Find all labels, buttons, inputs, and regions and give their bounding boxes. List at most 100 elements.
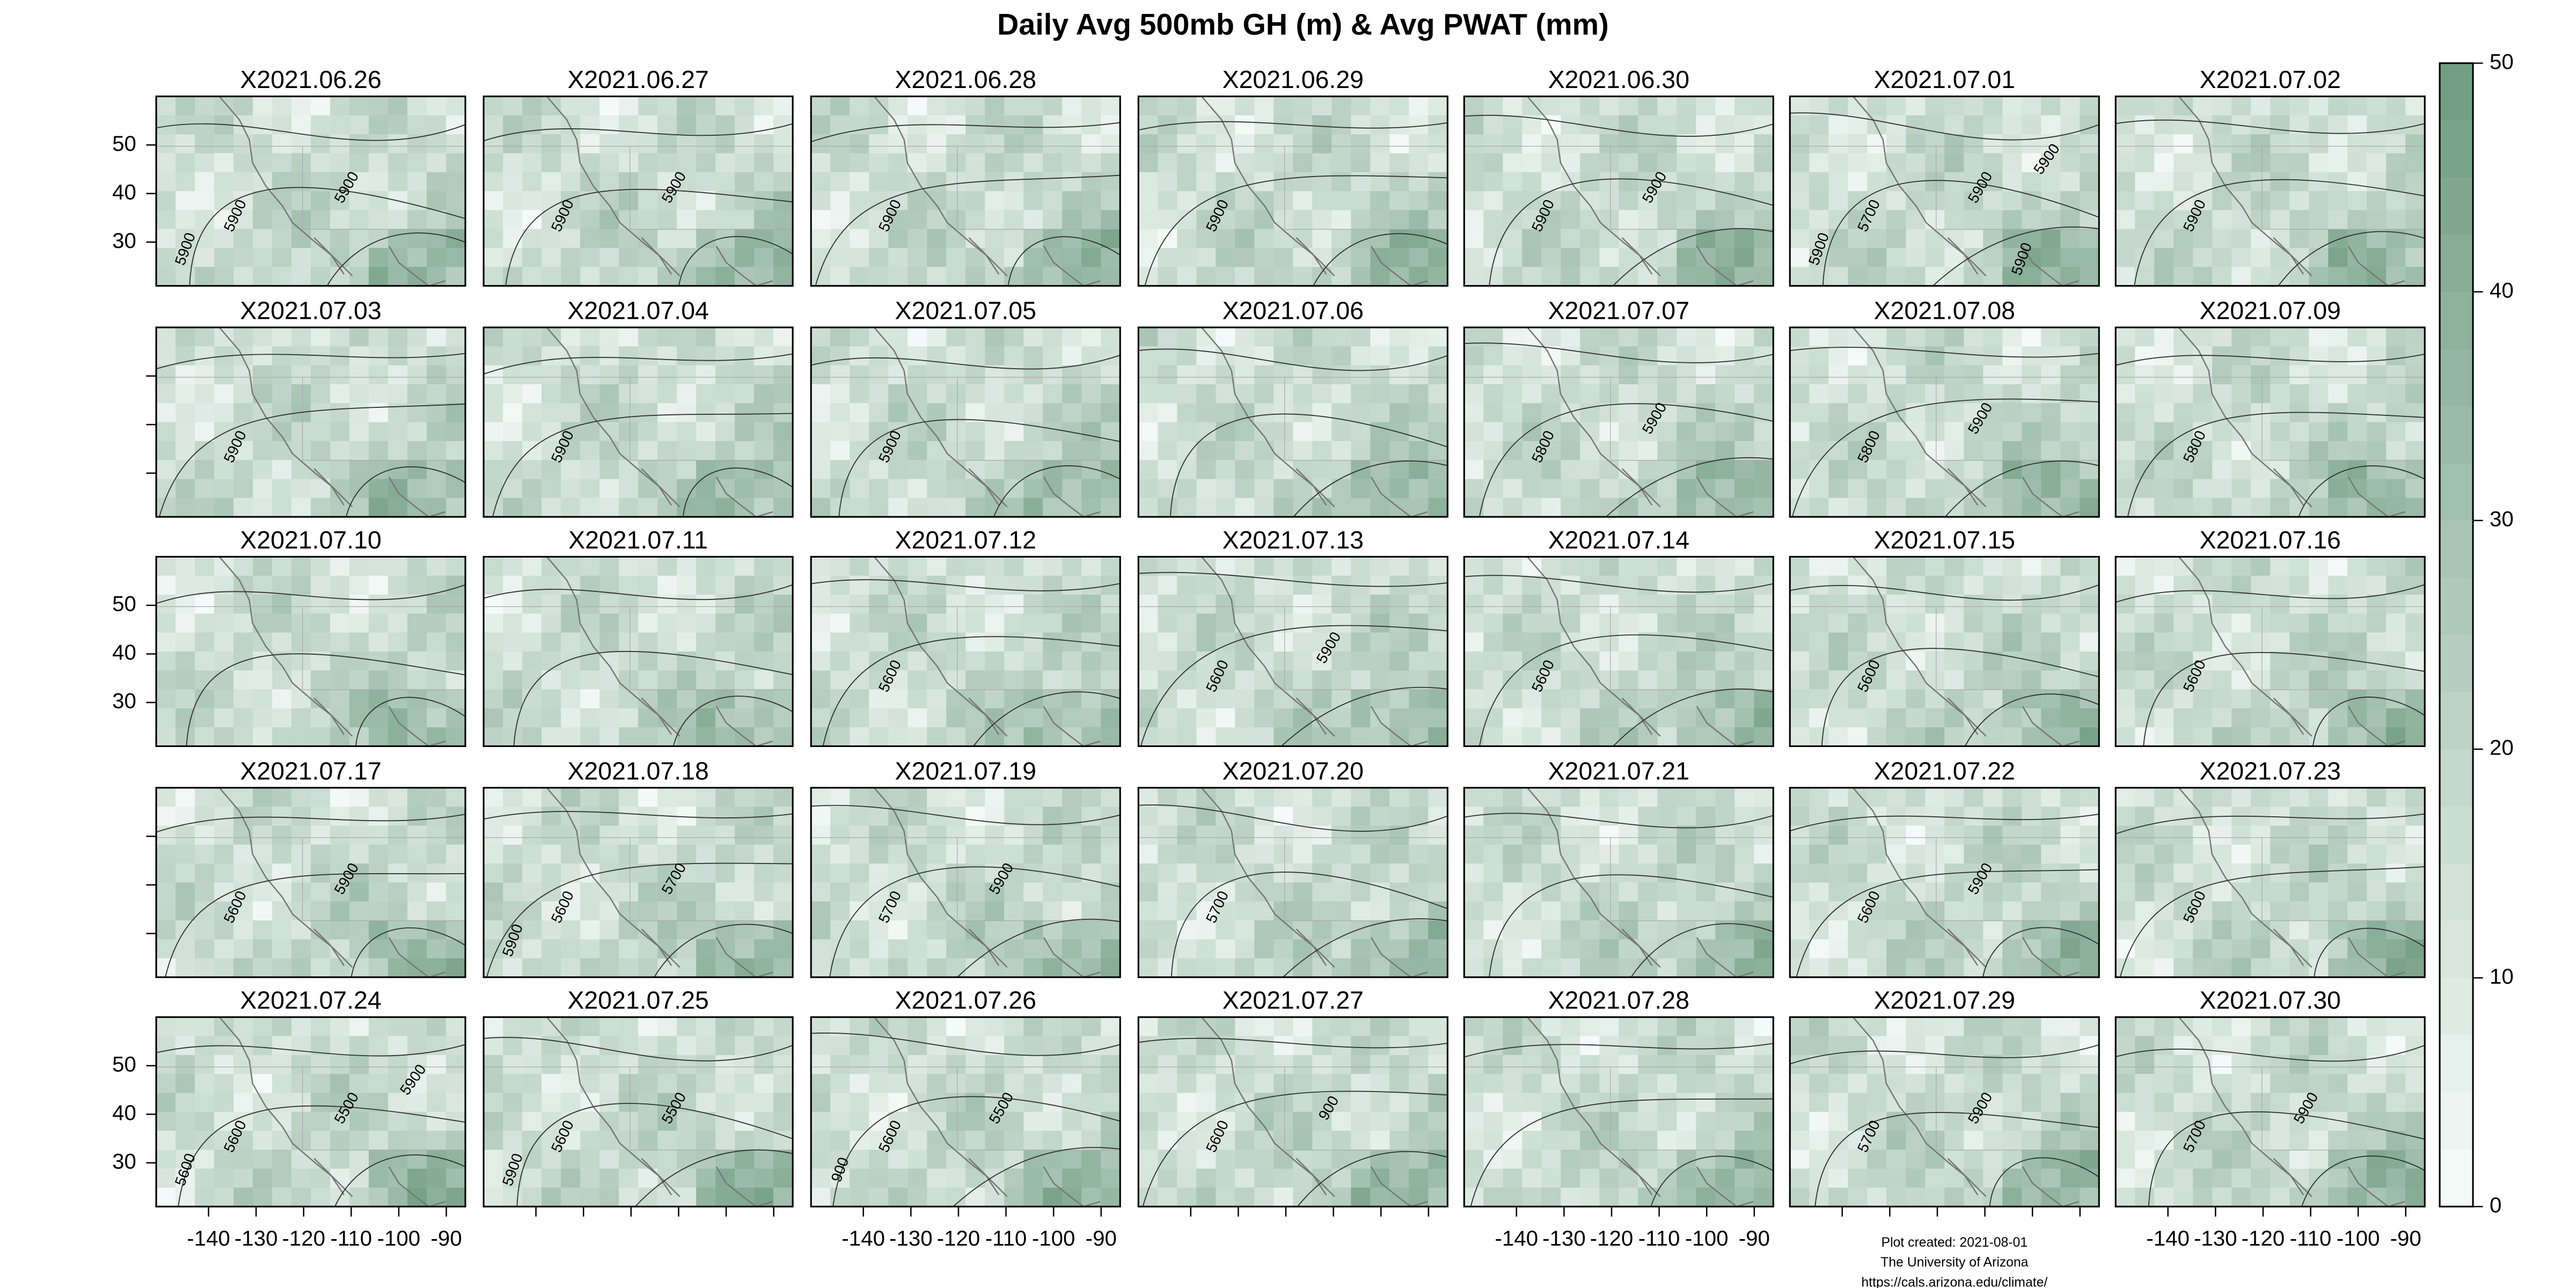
pwat-cell xyxy=(369,267,389,286)
pwat-cell xyxy=(830,863,851,883)
pwat-cell xyxy=(2002,115,2023,135)
pwat-cell xyxy=(1503,825,1523,845)
pwat-cell xyxy=(2212,825,2233,845)
pwat-cell xyxy=(1790,403,1810,423)
pwat-cell xyxy=(253,1131,273,1151)
pwat-cell xyxy=(1216,497,1236,517)
pwat-cell xyxy=(830,807,851,826)
pwat-cell xyxy=(638,229,658,248)
pwat-cell xyxy=(2022,689,2042,709)
pwat-cell xyxy=(484,1055,504,1075)
pwat-cell xyxy=(946,460,967,480)
pwat-cell xyxy=(446,1074,466,1094)
pwat-cell xyxy=(1561,267,1581,286)
pwat-cell xyxy=(965,844,986,865)
pwat-cell xyxy=(927,958,947,977)
pwat-cell xyxy=(888,210,909,230)
pwat-cell xyxy=(369,632,389,652)
pwat-cell xyxy=(407,632,428,652)
pwat-cell xyxy=(2080,727,2099,747)
pwat-cell xyxy=(1101,403,1121,423)
pwat-cell xyxy=(349,844,370,865)
pwat-cell xyxy=(195,863,215,883)
pwat-cell xyxy=(1062,327,1082,347)
pwat-cell xyxy=(1216,229,1236,248)
pwat-cell xyxy=(446,422,466,442)
pwat-cell xyxy=(1351,96,1371,116)
pwat-cell xyxy=(1483,267,1504,286)
pwat-cell xyxy=(1809,191,1829,211)
pwat-cell xyxy=(830,384,851,404)
panel-border xyxy=(810,326,1121,518)
pwat-cell xyxy=(2386,595,2406,614)
pwat-cell xyxy=(2154,613,2175,633)
pwat-cell xyxy=(735,441,755,461)
pwat-cell xyxy=(1619,787,1639,808)
pwat-cell xyxy=(811,939,831,959)
pwat-cell xyxy=(580,670,601,690)
pwat-cell xyxy=(1790,651,1810,671)
pwat-cell xyxy=(1809,787,1829,808)
pwat-cell xyxy=(407,479,428,499)
pwat-cell xyxy=(1599,863,1620,883)
pwat-cell xyxy=(1503,632,1523,652)
pwat-cell xyxy=(1081,920,1102,940)
pwat-cell xyxy=(2270,172,2290,192)
pwat-cell xyxy=(195,1131,215,1151)
pwat-cell xyxy=(2309,651,2329,671)
pwat-cell xyxy=(946,727,967,747)
pwat-cell xyxy=(580,727,601,747)
pwat-cell xyxy=(2080,825,2099,845)
pwat-cell xyxy=(1235,575,1255,595)
pwat-cell xyxy=(2386,708,2406,728)
pwat-cell xyxy=(946,689,967,709)
pwat-cell xyxy=(2289,327,2310,347)
pwat-cell xyxy=(1062,613,1082,633)
pwat-cell xyxy=(1677,115,1697,135)
pwat-cell xyxy=(599,632,620,652)
pwat-cell xyxy=(1790,882,1810,902)
pwat-cell xyxy=(407,575,428,595)
pwat-cell xyxy=(253,825,273,845)
pwat-cell xyxy=(1696,327,1716,347)
pwat-cell xyxy=(696,863,716,883)
pwat-cell xyxy=(1351,403,1371,423)
pwat-cell xyxy=(869,229,889,248)
pwat-cell xyxy=(330,613,350,633)
pwat-cell xyxy=(1848,825,1868,845)
pwat-cell xyxy=(330,1074,350,1094)
pwat-cell xyxy=(1177,920,1197,940)
pwat-cell xyxy=(1216,346,1236,366)
pwat-cell xyxy=(1754,441,1774,461)
pwat-cell xyxy=(985,651,1005,671)
pwat-cell xyxy=(2405,557,2425,576)
pwat-cell xyxy=(830,670,851,690)
pwat-cell xyxy=(927,229,947,248)
pwat-cell xyxy=(253,557,273,576)
pwat-cell xyxy=(388,595,408,614)
pwat-cell xyxy=(1522,267,1542,286)
pwat-cell xyxy=(811,115,831,135)
pwat-cell xyxy=(1464,327,1484,347)
pwat-cell xyxy=(1828,365,1849,385)
pwat-cell xyxy=(2367,787,2387,808)
pwat-cell xyxy=(388,689,408,709)
pwat-cell xyxy=(2347,727,2368,747)
pwat-cell xyxy=(1177,96,1197,116)
pwat-cell xyxy=(2022,844,2042,865)
pwat-cell xyxy=(1677,248,1697,268)
pwat-cell xyxy=(330,153,350,173)
pwat-cell xyxy=(869,901,889,921)
pwat-cell xyxy=(580,882,601,902)
pwat-cell xyxy=(1216,613,1236,633)
pwat-cell xyxy=(1657,651,1678,671)
pwat-cell xyxy=(156,557,177,576)
pwat-cell xyxy=(715,153,736,173)
pwat-cell xyxy=(619,210,639,230)
pwat-cell xyxy=(1177,191,1197,211)
pwat-cell xyxy=(2270,557,2290,576)
pwat-cell xyxy=(1735,901,1755,921)
pwat-cell xyxy=(1944,613,1965,633)
pwat-cell xyxy=(638,384,658,404)
pwat-cell xyxy=(2174,863,2194,883)
